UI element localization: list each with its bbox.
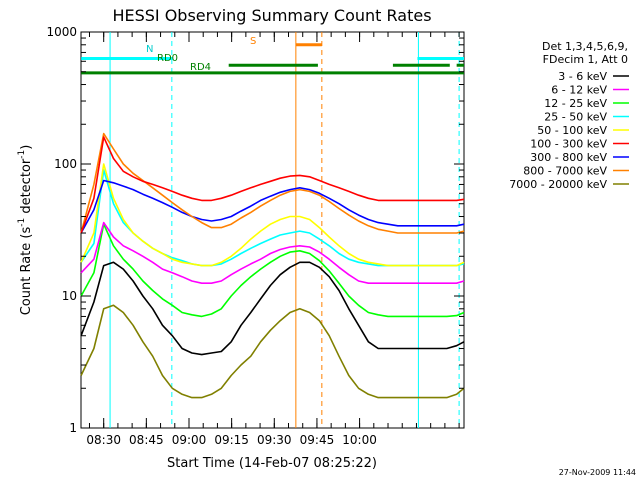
axis-ticks: 1 10 100 1000 08:30 08:45 09:00 09:15 09:30 09:45… [46,25,464,447]
legend-label-3: 25 - 50 keV [544,111,607,124]
y-axis-label: Count Rate (s-1 detector-1) [17,145,34,316]
y-tick-label-2: 100 [54,157,77,171]
y-axis-label-main: Count Rate (s [19,227,34,316]
plot-frame [80,31,465,429]
y-axis-label-sup2: -1 [17,150,27,159]
count-rate-series [80,132,465,399]
series-line-6 [80,179,465,234]
legend-label-7: 800 - 7000 keV [523,165,607,178]
y-tick-label-0: 1 [69,421,77,435]
legend-label-2: 12 - 25 keV [544,97,607,110]
y-tick-label-3: 1000 [46,25,77,39]
timestamp: 27-Nov-2009 11:44 [559,468,636,477]
x-tick-label-6: 10:00 [342,433,377,447]
y-axis-label-sup1: -1 [17,218,27,227]
y-axis-label-end: ) [19,145,34,150]
legend-label-4: 50 - 100 keV [537,124,607,137]
x-tick-label-3: 09:15 [214,433,249,447]
observing-flag-lines [109,32,460,428]
legend-label-1: 6 - 12 keV [551,84,607,97]
flag-label-n: N [146,44,153,55]
legend: Det 1,3,4,5,6,9, FDecim 1, Att 0 3 - 6 k… [509,40,629,191]
series-line-0 [80,261,465,356]
series-line-8 [80,304,465,399]
flag-label-rd0: RD0 [157,53,178,64]
series-line-5 [80,136,465,234]
observing-flag-bars [81,43,464,75]
series-line-4 [80,163,465,267]
x-tick-label-4: 09:30 [257,433,292,447]
flag-label-rd4: RD4 [190,62,211,73]
series-line-3 [80,169,465,267]
x-tick-label-1: 08:45 [129,433,164,447]
legend-label-5: 100 - 300 keV [530,138,607,151]
series-line-2 [80,223,465,318]
x-tick-label-5: 09:45 [300,433,335,447]
series-line-1 [80,221,465,285]
legend-label-8: 7000 - 20000 keV [509,178,607,191]
legend-label-0: 3 - 6 keV [558,70,607,83]
chart-title: HESSI Observing Summary Count Rates [112,6,431,25]
flag-label-s: S [250,36,256,47]
y-axis-label-mid: detector [19,158,34,218]
series-line-7 [80,132,465,234]
legend-label-6: 300 - 800 keV [530,151,607,164]
x-tick-label-2: 09:00 [172,433,207,447]
y-tick-label-1: 10 [62,289,77,303]
x-tick-label-0: 08:30 [86,433,121,447]
legend-title-line-1: Det 1,3,4,5,6,9, [542,40,628,53]
legend-title-line-2: FDecim 1, Att 0 [543,53,628,66]
x-axis-label: Start Time (14-Feb-07 08:25:22) [167,456,377,471]
